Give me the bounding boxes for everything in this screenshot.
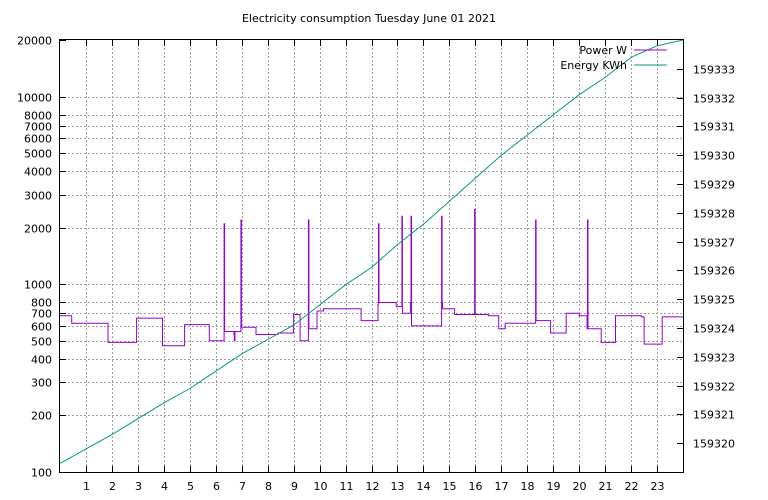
plot-series [59,39,684,464]
y2-tick-label: 159320 [693,438,735,451]
y2-tick-label: 159333 [693,64,735,77]
x-tick-label: 21 [599,480,613,493]
x-tick-label: 17 [495,480,509,493]
y2-tick-label: 159330 [693,150,735,163]
y-tick-label: 600 [31,321,52,334]
x-tick-label: 2 [109,480,116,493]
series-line-energy-kwh [59,39,684,464]
y-tick-label: 700 [31,308,52,321]
x-tick-label: 15 [443,480,457,493]
y-tick-label: 2000 [24,223,52,236]
x-tick-label: 12 [366,480,380,493]
x-tick-label: 18 [521,480,535,493]
legend-label: Power W [579,44,627,57]
x-tick-label: 5 [187,480,194,493]
y-tick-label: 800 [31,297,52,310]
plot-frame [59,39,684,473]
chart-title: Electricity consumption Tuesday June 01 … [242,12,496,25]
legend: Power W Energy KWh [560,44,667,72]
y2-tick-label: 159325 [693,294,735,307]
y-tick-label: 8000 [24,110,52,123]
x-tick-label: 19 [547,480,561,493]
x-tick-label: 3 [135,480,142,493]
grid [60,40,683,472]
x-tick-label: 14 [417,480,431,493]
y-tick-label: 6000 [24,133,52,146]
y2-tick-label: 159321 [693,409,735,422]
y-tick-label: 400 [31,354,52,367]
y-tick-label: 500 [31,336,52,349]
x-axis: 1 2 3 4 5 6 7 8 9 10 11 12 13 14 15 16 17 18 19 20 21 22 23 [83,40,665,493]
y2-tick-label: 159323 [693,352,735,365]
series-line-power-w [60,209,683,347]
x-tick-label: 16 [469,480,483,493]
y2-tick-label: 159331 [693,121,735,134]
y2-tick-label: 159332 [693,93,735,106]
x-tick-label: 20 [573,480,587,493]
y-tick-label: 7000 [24,121,52,134]
x-tick-label: 22 [625,480,639,493]
y-axis-right: 159320 159321 159322 159323 159324 159325 1593… [677,64,735,451]
y2-tick-label: 159328 [693,208,735,221]
y-tick-label: 3000 [24,190,52,203]
x-tick-label: 1 [83,480,90,493]
y-tick-label: 300 [31,377,52,390]
y2-tick-label: 159324 [693,323,735,336]
y-tick-label: 100 [31,467,52,480]
x-tick-label: 13 [391,480,405,493]
x-tick-label: 10 [314,480,328,493]
y-tick-label: 1000 [24,279,52,292]
x-tick-label: 7 [239,480,246,493]
x-tick-label: 11 [340,480,354,493]
x-tick-label: 4 [161,480,168,493]
y-tick-label: 200 [31,410,52,423]
y-tick-label: 10000 [17,92,52,105]
x-tick-label: 9 [291,480,298,493]
y-tick-label: 5000 [24,148,52,161]
y-tick-label: 20000 [17,35,52,48]
x-tick-label: 8 [265,480,272,493]
y2-tick-label: 159322 [693,381,735,394]
y-tick-label: 4000 [24,166,52,179]
x-tick-label: 23 [651,480,665,493]
legend-label: Energy KWh [560,59,627,72]
y2-tick-label: 159326 [693,265,735,278]
x-tick-label: 6 [213,480,220,493]
y2-tick-label: 159327 [693,237,735,250]
y2-tick-label: 159329 [693,179,735,192]
